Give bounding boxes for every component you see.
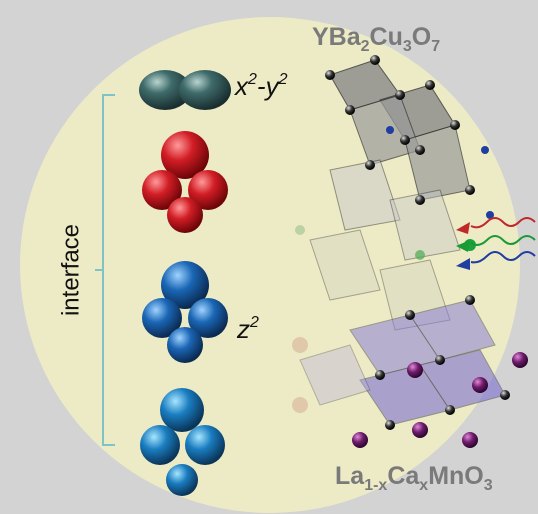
superscript: 2 xyxy=(278,71,288,88)
text-part: La xyxy=(335,462,365,490)
text-part: Cu xyxy=(370,23,403,51)
text-part: z xyxy=(236,314,250,344)
subscript: x xyxy=(419,477,428,494)
text-part: YBa xyxy=(312,23,362,51)
illustration: interface x2-y2 z2 YBa2Cu3O7 La1-xCaxMnO… xyxy=(0,0,538,514)
text-part: O xyxy=(412,23,431,51)
subscript: 7 xyxy=(431,38,440,55)
text-part: x xyxy=(233,71,249,101)
interface-label: interface xyxy=(57,224,84,316)
text-part: -y xyxy=(257,71,281,101)
text-part: Ca xyxy=(387,462,420,490)
text-part: MnO xyxy=(428,462,484,490)
subscript: 1-x xyxy=(364,477,387,494)
superscript: 2 xyxy=(249,314,259,331)
superscript: 2 xyxy=(247,71,257,88)
subscript: 3 xyxy=(403,38,412,55)
formula-bottom: La1-xCaxMnO3 xyxy=(335,462,493,494)
formula-top: YBa2Cu3O7 xyxy=(312,23,440,55)
subscript: 2 xyxy=(361,38,370,55)
subscript: 3 xyxy=(484,477,493,494)
